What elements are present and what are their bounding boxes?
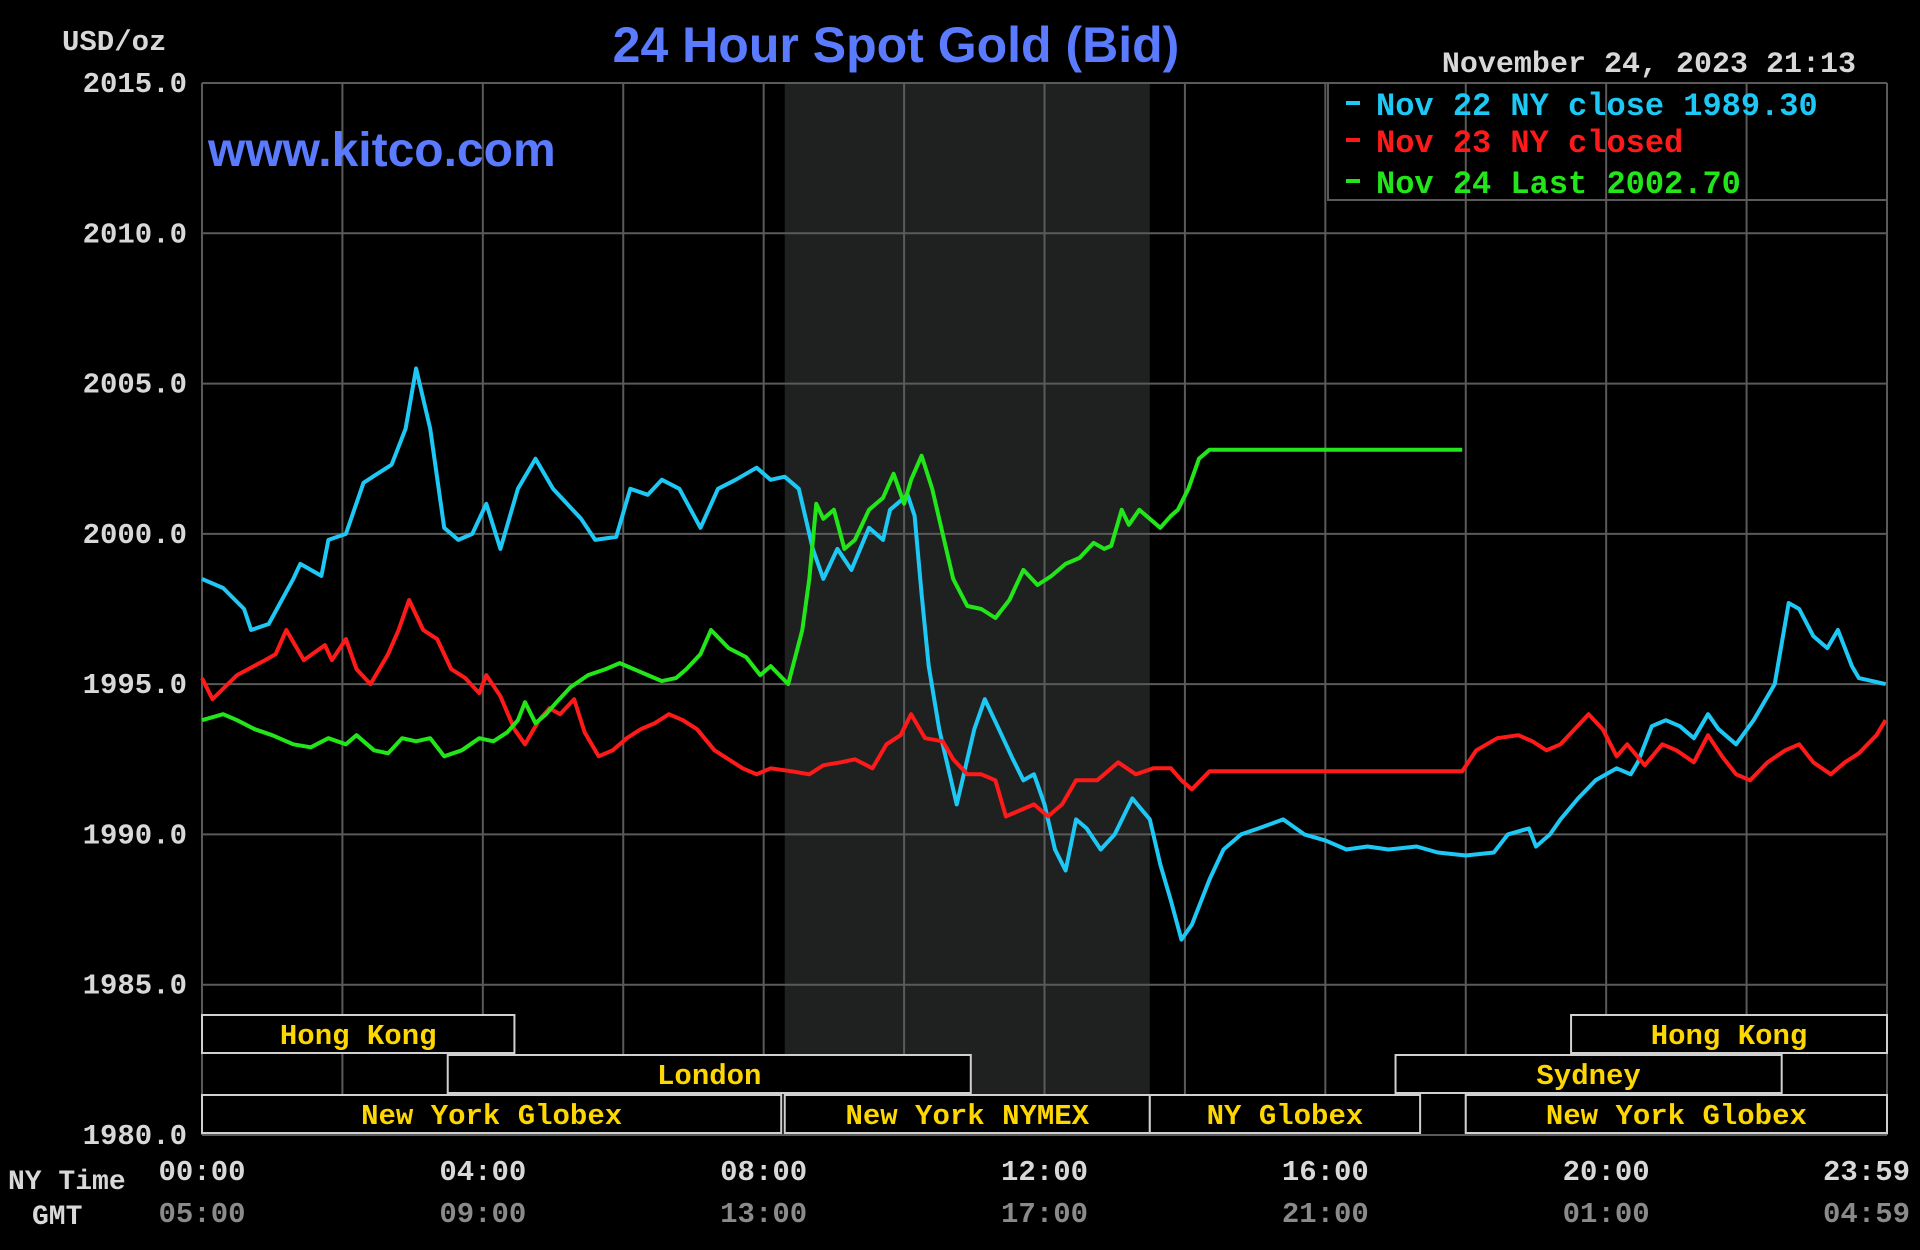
y-tick-label: 2005.0: [83, 369, 187, 402]
x-axis-ticks: 00:00 05:00 04:00 09:00 08:00 13:00 12:00 17:00…: [158, 1156, 1910, 1231]
x-tick-ny-label: 08:00: [720, 1156, 807, 1189]
y-axis-ticks: 2015.0 2010.0 2005.0 2000.0 1995.0 1990.0 1985…: [83, 68, 187, 1153]
legend-nov24-value: 2002.70: [1606, 166, 1740, 203]
x-tick-gmt-label: 09:00: [439, 1198, 526, 1231]
legend-nov22: Nov 22 NY close 1989.30: [1376, 88, 1818, 125]
x-axis-gmt-label: GMT: [32, 1202, 82, 1233]
session-box: [1570, 1014, 1888, 1054]
x-tick-ny-label: 20:00: [1563, 1156, 1650, 1189]
session-label: Hong Kong: [280, 1020, 437, 1053]
series-line-2: [201, 447, 1463, 759]
session-box: [201, 1014, 516, 1054]
series-line-1: [200, 598, 1888, 819]
x-tick-gmt-label: 01:00: [1563, 1198, 1650, 1231]
session-label: New York NYMEX: [845, 1100, 1089, 1133]
grid: [201, 82, 1888, 1136]
session-box: [1148, 1094, 1422, 1134]
session-box: [1394, 1054, 1783, 1094]
y-axis-unit-label: USD/oz: [62, 26, 166, 59]
legend: Nov 22 NY close 1989.30 Nov 23 NY closed…: [1327, 84, 1886, 203]
x-tick-ny-label: 23:59: [1823, 1156, 1910, 1189]
timestamp: November 24, 2023 21:13: [1442, 48, 1856, 82]
legend-swatch-nov23: [1346, 138, 1360, 142]
x-tick-gmt-label: 17:00: [1001, 1198, 1088, 1231]
watermark-link[interactable]: www.kitco.com: [207, 124, 556, 177]
y-tick-label: 1995.0: [83, 669, 187, 702]
market-sessions: Hong Kong Hong Kong London Sydney New York G…: [201, 1014, 1888, 1134]
x-tick-ny-label: 00:00: [158, 1156, 245, 1189]
session-box: [783, 1094, 1151, 1134]
session-label: London: [657, 1060, 761, 1093]
session-label: New York Globex: [361, 1100, 622, 1133]
legend-nov23-name: Nov 23 NY closed: [1376, 125, 1683, 162]
x-axis-ny-time-label: NY Time: [8, 1167, 126, 1198]
y-tick-label: 2015.0: [83, 68, 187, 101]
session-label: Hong Kong: [1651, 1020, 1808, 1053]
legend-nov24: Nov 24 Last 2002.70: [1376, 166, 1741, 203]
chart-title: 24 Hour Spot Gold (Bid): [613, 17, 1180, 73]
x-tick-ny-label: 16:00: [1282, 1156, 1369, 1189]
session-label: NY Globex: [1207, 1100, 1364, 1133]
legend-swatch-nov22: [1346, 101, 1360, 105]
series-lines: [200, 366, 1888, 942]
legend-nov24-name: Nov 24 Last: [1376, 166, 1587, 203]
legend-frame: [1327, 84, 1886, 201]
y-tick-label: 2000.0: [83, 519, 187, 552]
x-tick-ny-label: 04:00: [439, 1156, 526, 1189]
legend-nov22-value: 1989.30: [1683, 88, 1817, 125]
session-label: Sydney: [1536, 1060, 1640, 1093]
series-line-0: [201, 366, 1887, 942]
x-tick-gmt-label: 13:00: [720, 1198, 807, 1231]
y-tick-label: 2010.0: [83, 218, 187, 251]
legend-nov23: Nov 23 NY closed: [1376, 125, 1683, 162]
session-box: [446, 1054, 972, 1094]
legend-swatch-nov24: [1346, 179, 1360, 183]
x-tick-gmt-label: 04:59: [1823, 1198, 1910, 1231]
session-label: New York Globex: [1546, 1100, 1807, 1133]
y-tick-label: 1980.0: [83, 1120, 187, 1153]
x-tick-ny-label: 12:00: [1001, 1156, 1088, 1189]
legend-nov22-name: Nov 22 NY close: [1376, 88, 1664, 125]
y-tick-label: 1990.0: [83, 819, 187, 852]
y-tick-label: 1985.0: [83, 970, 187, 1003]
x-tick-gmt-label: 21:00: [1282, 1198, 1369, 1231]
x-tick-gmt-label: 05:00: [158, 1198, 245, 1231]
session-box: [201, 1094, 783, 1134]
nymex-session-shade: [784, 83, 1150, 1135]
session-box: [1464, 1094, 1888, 1134]
